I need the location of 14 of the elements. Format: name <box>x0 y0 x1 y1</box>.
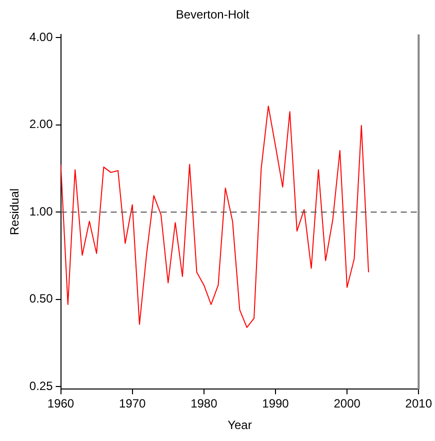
x-tick-label: 2010 <box>405 396 432 411</box>
y-tick-label: 0.25 <box>29 378 54 393</box>
x-tick-label: 1970 <box>118 396 146 411</box>
x-tick-label: 1960 <box>47 396 74 411</box>
y-tick-label: 4.00 <box>29 30 54 44</box>
y-tick-label: 2.00 <box>29 117 54 132</box>
chart-title: Beverton-Holt <box>176 8 250 22</box>
y-axis-title: Residual <box>8 188 22 236</box>
x-tick-label: 2000 <box>334 396 361 411</box>
x-tick-label: 1980 <box>190 396 218 411</box>
x-tick-label: 1990 <box>262 396 290 411</box>
x-axis-title: Year <box>228 418 252 432</box>
y-tick-label: 0.50 <box>29 292 54 306</box>
y-tick-label: 1.00 <box>29 204 54 218</box>
